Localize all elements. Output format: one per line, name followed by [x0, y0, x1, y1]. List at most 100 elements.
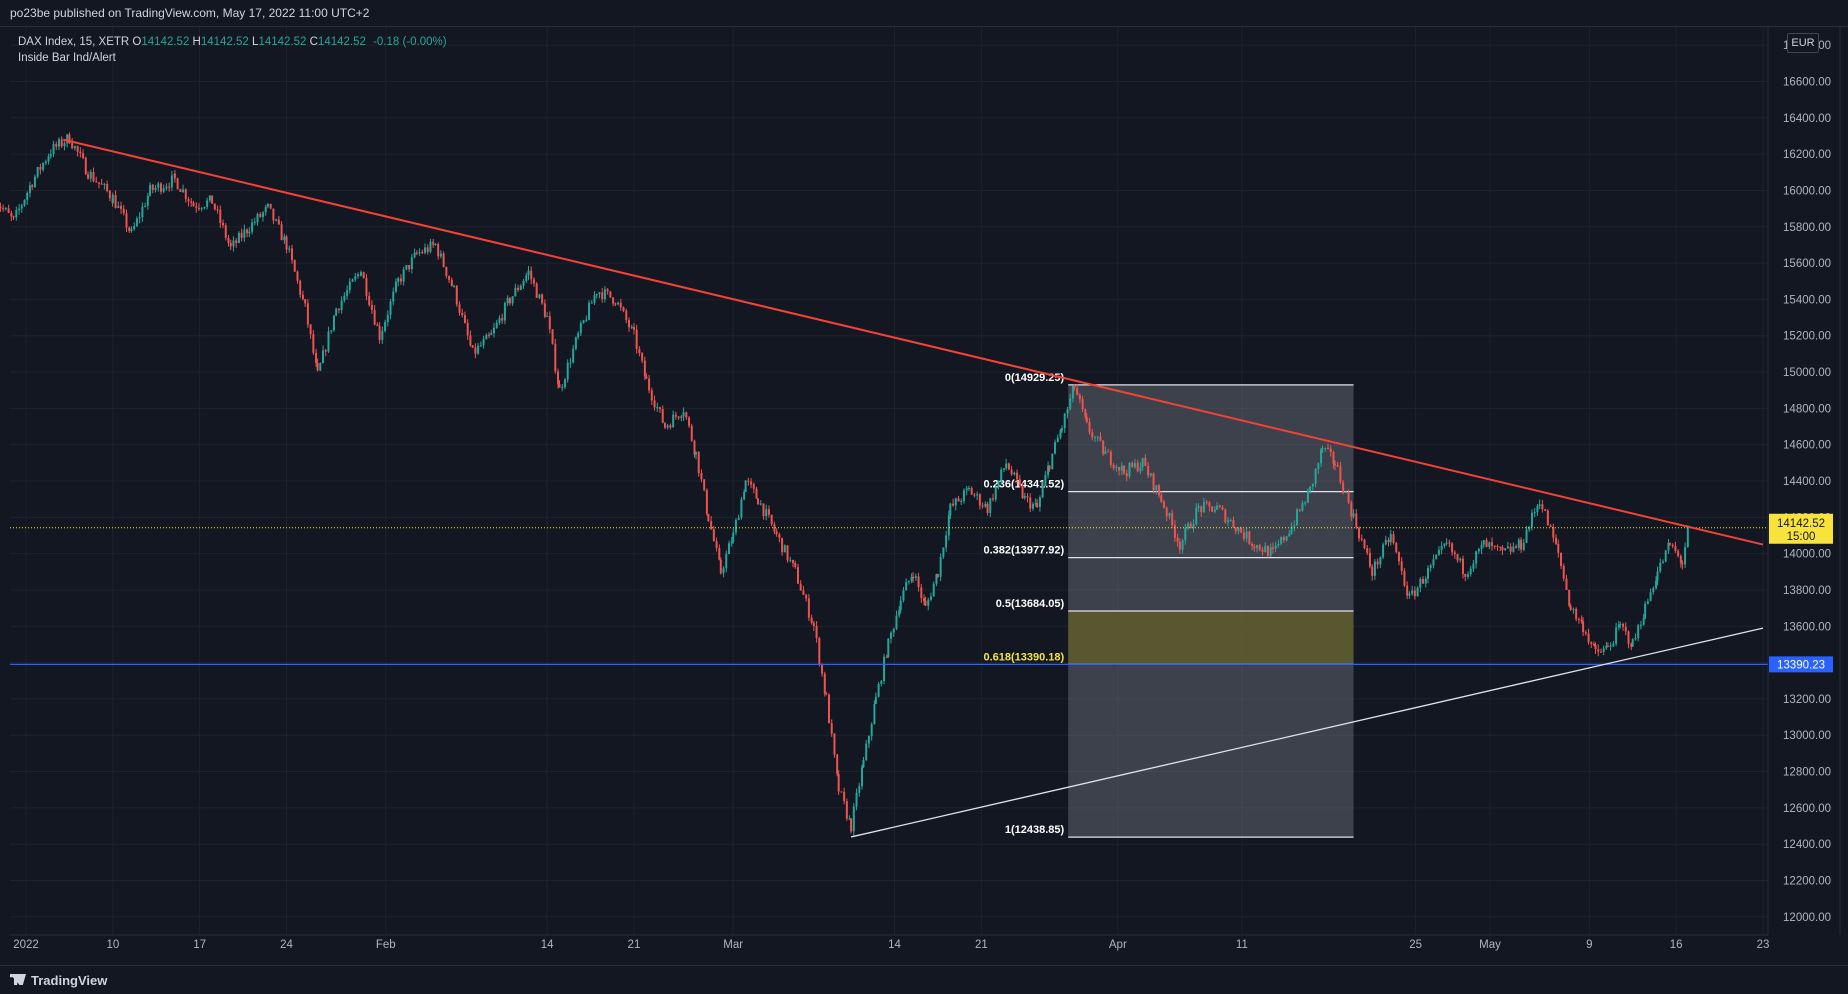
candle-body	[743, 491, 746, 500]
candle-body	[1350, 502, 1353, 517]
publish-bar: po23be published on TradingView.com, May…	[0, 0, 1848, 27]
candle-body	[601, 292, 604, 300]
fibonacci-retracement[interactable]: 0(14929.25) 0.236(14341.52) 0.382(13977.92…	[983, 372, 1354, 838]
candle-body	[1443, 543, 1446, 546]
candle-body	[200, 208, 203, 210]
trendlines[interactable]	[10, 138, 1768, 838]
candle-body	[744, 480, 747, 492]
candle-body	[319, 363, 322, 371]
candle-body	[31, 185, 34, 187]
candle-body	[690, 425, 693, 441]
candle-body	[554, 343, 557, 372]
candle-body	[285, 236, 288, 250]
candle-body	[1227, 520, 1230, 523]
candle-body	[1681, 563, 1684, 565]
candle-body	[322, 350, 325, 364]
close-value: 14142.52	[317, 36, 366, 48]
candle-body	[149, 184, 152, 196]
candle-body	[1485, 540, 1488, 548]
candle-body	[936, 574, 939, 577]
candle-body	[49, 153, 52, 157]
candle-body	[895, 615, 898, 629]
candle-body	[466, 322, 469, 336]
candle-body	[15, 210, 18, 218]
candle-body	[1245, 531, 1248, 539]
symbol-label[interactable]: DAX Index, 15, XETR	[18, 36, 130, 48]
candle-body	[827, 694, 830, 724]
candle-body	[579, 322, 582, 334]
candle-body	[952, 503, 955, 506]
candle-body	[1320, 449, 1323, 464]
candle-body	[1461, 558, 1464, 574]
candle-body	[73, 146, 76, 149]
candle-body	[293, 260, 296, 272]
candle-body	[603, 289, 606, 300]
tradingview-logo[interactable]: TradingView	[10, 973, 107, 988]
candle-body	[426, 247, 429, 252]
candle-body	[650, 390, 653, 401]
candle-body	[1451, 543, 1454, 553]
candle-body	[757, 498, 760, 505]
currency-button[interactable]: EUR	[1787, 33, 1819, 53]
candle-body	[1668, 542, 1671, 545]
candle-body	[907, 580, 910, 583]
candle-body	[1202, 502, 1205, 513]
candle-body	[830, 723, 833, 734]
candle-body	[1141, 457, 1144, 468]
candle-body	[867, 736, 870, 744]
candle-body	[1411, 590, 1414, 594]
candle-body	[703, 479, 706, 491]
candle-body	[653, 400, 656, 408]
price-axis[interactable]: 16800.0016600.0016400.0016200.0016000.00…	[1767, 27, 1848, 935]
price-tick-label: 16200.00	[1783, 149, 1831, 161]
candle-body	[1644, 603, 1647, 619]
candle-body	[563, 379, 566, 388]
candle-body	[1368, 552, 1371, 567]
ascending-trendline[interactable]	[850, 627, 1764, 838]
candle-body	[264, 206, 267, 213]
candle-body	[42, 163, 45, 170]
candle-body	[453, 285, 456, 287]
candle-body	[682, 412, 685, 417]
time-tick-label: 23	[1757, 939, 1770, 951]
candle-body	[133, 226, 136, 230]
candle-body	[20, 205, 23, 209]
candle-body	[1453, 552, 1456, 555]
candle-body	[291, 248, 294, 261]
candle-body	[641, 352, 644, 361]
price-tick-label: 12800.00	[1783, 767, 1831, 779]
candle-body	[111, 194, 114, 204]
candle-body	[923, 598, 926, 602]
candle-body	[192, 202, 195, 207]
candle-body	[1572, 608, 1575, 610]
candle-body	[1664, 550, 1667, 562]
indicator-label[interactable]: Inside Bar Ind/Alert	[18, 52, 116, 64]
candle-body	[100, 183, 103, 185]
price-tick-label: 13600.00	[1783, 621, 1831, 633]
candle-body	[1525, 529, 1528, 543]
candle-body	[1258, 545, 1261, 550]
candle-body	[1189, 523, 1192, 529]
brand-label: TradingView	[31, 973, 108, 988]
candle-body	[389, 301, 392, 315]
candle-body	[120, 205, 123, 209]
candle-body	[130, 229, 133, 231]
candle-body	[929, 596, 932, 600]
candle-body	[883, 656, 886, 682]
time-axis[interactable]: 2022 10 17 24 Feb 14 21 Mar 14 21 Apr 11 25 May 9 16 23	[10, 934, 1770, 951]
candle-body	[1622, 624, 1625, 627]
descending-trendline[interactable]	[62, 138, 1764, 546]
candle-body	[1181, 540, 1184, 550]
candle-body	[237, 232, 240, 243]
candle-body	[1656, 571, 1659, 581]
high-label: H	[192, 36, 201, 48]
tradingview-logo-icon	[10, 974, 26, 985]
candle-body	[855, 792, 858, 807]
candle-body	[399, 278, 402, 282]
candle-body	[315, 352, 318, 363]
candle-body	[312, 334, 315, 353]
candle-body	[1195, 507, 1198, 525]
candle-body	[1229, 520, 1232, 522]
candle-body	[612, 297, 615, 304]
